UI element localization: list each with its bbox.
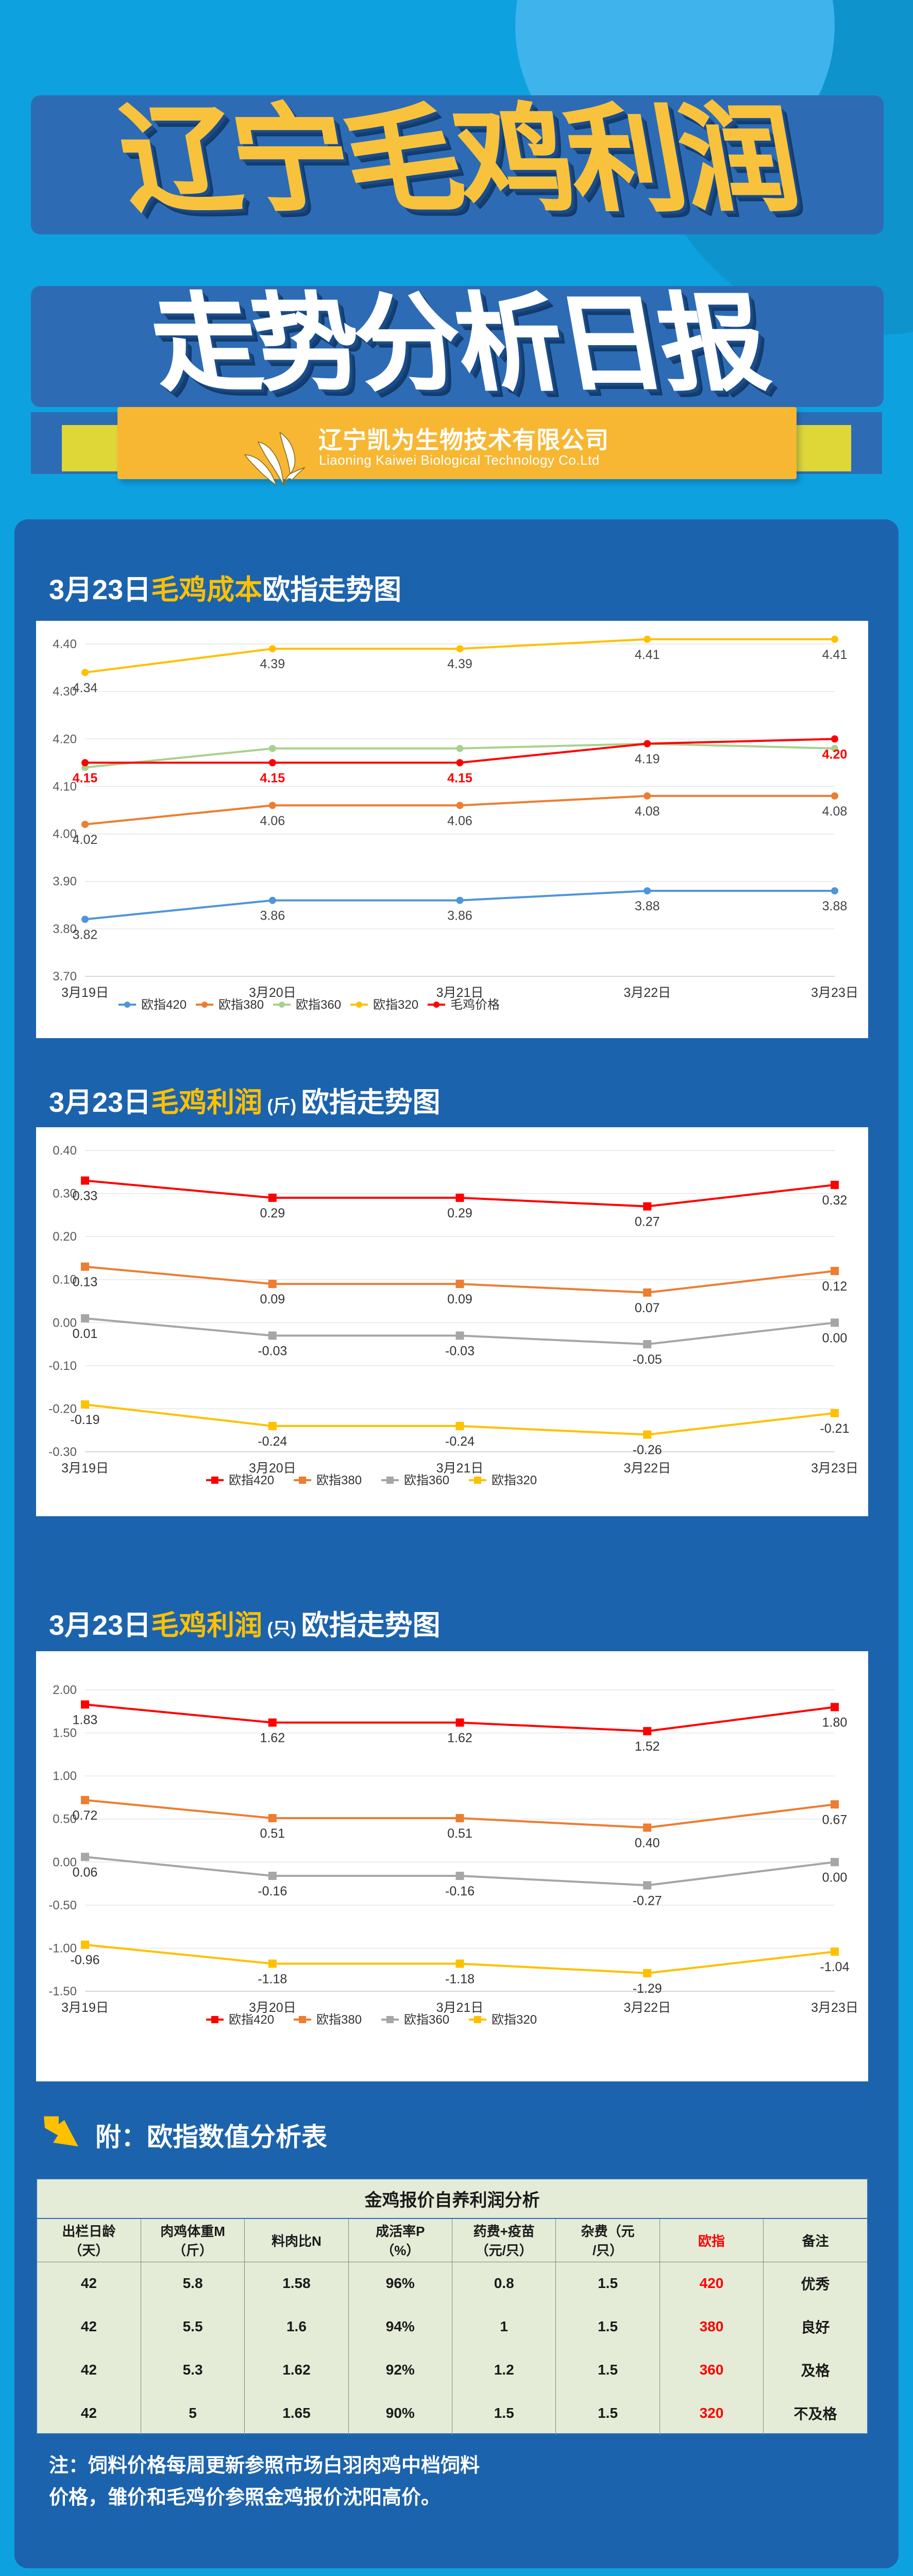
svg-text:-1.29: -1.29 xyxy=(633,1981,662,1996)
svg-text:2.00: 2.00 xyxy=(53,1683,77,1697)
svg-text:1.62: 1.62 xyxy=(447,1731,472,1745)
svg-text:-0.03: -0.03 xyxy=(445,1344,475,1358)
svg-text:0.13: 0.13 xyxy=(73,1275,98,1290)
svg-text:4.20: 4.20 xyxy=(822,747,848,761)
svg-text:0.67: 0.67 xyxy=(822,1812,848,1827)
svg-text:0.27: 0.27 xyxy=(635,1215,660,1229)
svg-text:-0.03: -0.03 xyxy=(258,1344,287,1358)
svg-text:0.07: 0.07 xyxy=(635,1301,660,1315)
svg-text:3月23日: 3月23日 xyxy=(811,2001,858,2015)
svg-text:-0.21: -0.21 xyxy=(820,1421,850,1436)
svg-text:-1.18: -1.18 xyxy=(258,1972,287,1987)
svg-text:3月22日: 3月22日 xyxy=(623,986,671,1000)
svg-text:1.80: 1.80 xyxy=(822,1715,848,1730)
svg-text:-0.96: -0.96 xyxy=(71,1953,100,1968)
svg-text:-0.10: -0.10 xyxy=(48,1359,77,1373)
svg-text:-1.18: -1.18 xyxy=(445,1972,475,1987)
svg-text:3.70: 3.70 xyxy=(53,970,77,984)
svg-text:欧指380: 欧指380 xyxy=(316,2013,362,2027)
svg-text:0.51: 0.51 xyxy=(447,1826,472,1841)
svg-text:-0.16: -0.16 xyxy=(258,1884,287,1899)
svg-text:-0.16: -0.16 xyxy=(445,1884,475,1899)
svg-text:0.33: 0.33 xyxy=(73,1189,98,1204)
svg-text:0.29: 0.29 xyxy=(260,1206,285,1221)
svg-text:3月22日: 3月22日 xyxy=(623,2001,671,2015)
svg-text:-0.24: -0.24 xyxy=(258,1434,287,1449)
svg-text:-0.27: -0.27 xyxy=(633,1893,662,1908)
svg-text:-0.05: -0.05 xyxy=(633,1352,662,1367)
svg-text:3月19日: 3月19日 xyxy=(61,2001,109,2015)
svg-text:欧指360: 欧指360 xyxy=(404,2013,449,2027)
svg-text:4.41: 4.41 xyxy=(635,648,660,662)
svg-text:4.06: 4.06 xyxy=(260,814,285,828)
svg-text:3月19日: 3月19日 xyxy=(61,1461,109,1476)
svg-text:1.00: 1.00 xyxy=(53,1769,77,1783)
svg-text:3月22日: 3月22日 xyxy=(623,1461,671,1476)
svg-text:0.01: 0.01 xyxy=(73,1327,98,1341)
svg-text:欧指380: 欧指380 xyxy=(218,998,264,1012)
svg-text:3.88: 3.88 xyxy=(635,899,660,913)
svg-text:1.62: 1.62 xyxy=(260,1731,285,1745)
svg-text:-0.24: -0.24 xyxy=(445,1434,475,1449)
svg-text:欧指360: 欧指360 xyxy=(404,1473,449,1487)
svg-text:-1.50: -1.50 xyxy=(48,1985,77,1998)
svg-text:3月23日: 3月23日 xyxy=(811,986,858,1000)
svg-text:4.15: 4.15 xyxy=(260,771,285,785)
svg-text:欧指360: 欧指360 xyxy=(296,998,341,1012)
svg-text:欧指420: 欧指420 xyxy=(229,2013,274,2027)
svg-text:-1.04: -1.04 xyxy=(820,1960,850,1974)
svg-text:3.88: 3.88 xyxy=(822,899,848,913)
svg-text:4.15: 4.15 xyxy=(73,771,98,785)
svg-text:0.09: 0.09 xyxy=(447,1292,472,1307)
svg-text:4.15: 4.15 xyxy=(447,771,472,785)
svg-text:3.82: 3.82 xyxy=(73,927,98,942)
svg-text:4.39: 4.39 xyxy=(260,657,285,671)
svg-text:-0.19: -0.19 xyxy=(71,1413,100,1427)
svg-text:0.06: 0.06 xyxy=(73,1865,98,1879)
svg-text:1.50: 1.50 xyxy=(53,1726,77,1740)
svg-text:欧指420: 欧指420 xyxy=(141,998,187,1012)
svg-text:4.20: 4.20 xyxy=(53,732,77,746)
svg-text:3.86: 3.86 xyxy=(447,909,472,923)
svg-text:0.00: 0.00 xyxy=(822,1331,848,1345)
svg-text:欧指380: 欧指380 xyxy=(316,1473,362,1487)
svg-text:4.39: 4.39 xyxy=(447,657,472,671)
svg-text:4.08: 4.08 xyxy=(822,804,848,819)
svg-text:3.86: 3.86 xyxy=(260,909,285,923)
svg-text:0.51: 0.51 xyxy=(260,1826,285,1841)
svg-text:3月19日: 3月19日 xyxy=(61,986,109,1000)
svg-text:0.29: 0.29 xyxy=(447,1206,472,1221)
svg-text:4.40: 4.40 xyxy=(53,637,77,651)
svg-text:3月23日: 3月23日 xyxy=(811,1461,858,1476)
svg-text:3.90: 3.90 xyxy=(53,875,77,889)
svg-text:0.09: 0.09 xyxy=(260,1292,285,1307)
svg-text:1.83: 1.83 xyxy=(73,1713,98,1727)
svg-text:毛鸡价格: 毛鸡价格 xyxy=(450,998,500,1012)
svg-text:-0.30: -0.30 xyxy=(48,1445,77,1459)
svg-text:4.02: 4.02 xyxy=(73,833,98,847)
svg-text:欧指320: 欧指320 xyxy=(373,998,418,1012)
svg-text:4.34: 4.34 xyxy=(73,681,98,695)
svg-text:0.20: 0.20 xyxy=(53,1230,77,1244)
svg-text:4.06: 4.06 xyxy=(447,814,472,828)
svg-text:欧指320: 欧指320 xyxy=(492,1473,537,1487)
svg-text:-0.50: -0.50 xyxy=(48,1899,77,1912)
svg-text:欧指420: 欧指420 xyxy=(229,1473,274,1487)
svg-text:4.19: 4.19 xyxy=(635,752,660,767)
svg-text:0.40: 0.40 xyxy=(53,1144,77,1158)
svg-text:0.32: 0.32 xyxy=(822,1193,848,1208)
svg-text:0.72: 0.72 xyxy=(73,1808,98,1823)
svg-text:0.12: 0.12 xyxy=(822,1279,848,1294)
svg-text:4.41: 4.41 xyxy=(822,648,848,662)
svg-text:4.08: 4.08 xyxy=(635,804,660,819)
svg-text:1.52: 1.52 xyxy=(635,1739,660,1754)
svg-text:欧指320: 欧指320 xyxy=(492,2013,537,2027)
svg-text:0.00: 0.00 xyxy=(822,1870,848,1885)
svg-text:-0.26: -0.26 xyxy=(633,1443,662,1458)
svg-text:0.40: 0.40 xyxy=(635,1836,660,1850)
